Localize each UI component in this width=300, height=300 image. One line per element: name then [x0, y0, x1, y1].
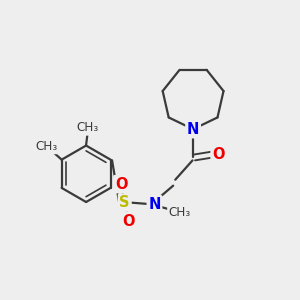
Text: CH₃: CH₃ [35, 140, 57, 153]
Text: N: N [148, 196, 160, 211]
Text: CH₃: CH₃ [76, 121, 99, 134]
Text: CH₃: CH₃ [169, 206, 191, 219]
Text: N: N [187, 122, 199, 137]
Text: O: O [212, 147, 225, 162]
Text: O: O [122, 214, 135, 229]
Text: S: S [119, 195, 130, 210]
Text: O: O [115, 177, 128, 192]
